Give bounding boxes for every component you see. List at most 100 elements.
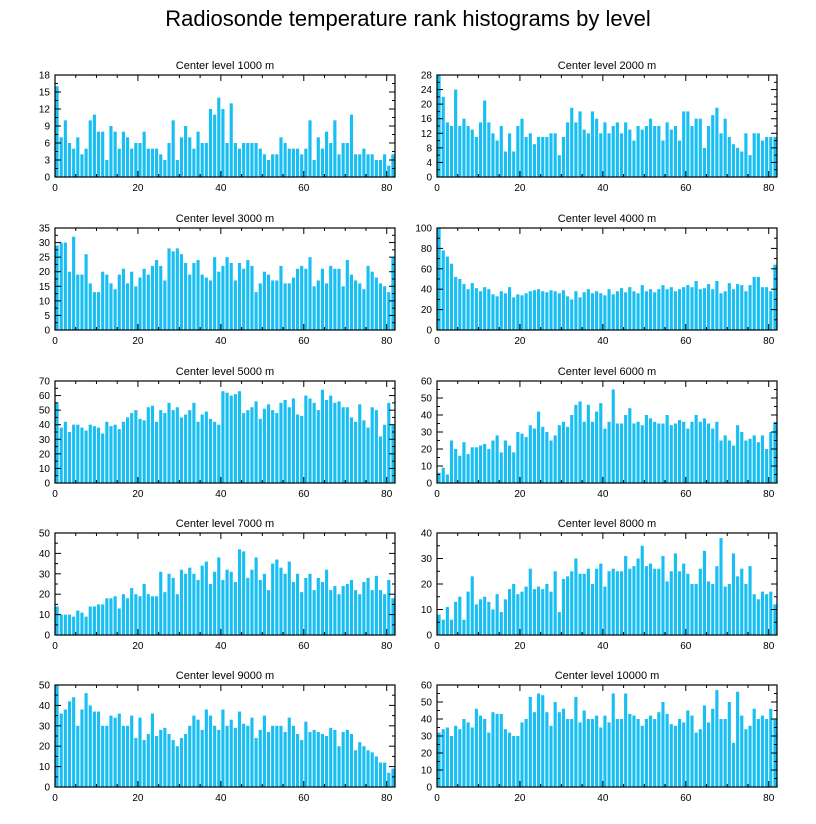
histogram-bar — [744, 440, 748, 483]
histogram-bar — [462, 118, 466, 177]
histogram-bar — [76, 610, 80, 635]
histogram-bar — [557, 155, 561, 177]
histogram-bar — [72, 148, 76, 177]
x-tick-label: 0 — [434, 793, 440, 804]
histogram-bar — [644, 719, 648, 787]
histogram-bar — [72, 616, 76, 635]
histogram-bar — [196, 719, 200, 787]
histogram-bar — [362, 148, 366, 177]
histogram-bar — [491, 294, 495, 330]
histogram-bar — [333, 268, 337, 330]
histogram-bar — [271, 280, 275, 330]
histogram-bar — [63, 709, 67, 787]
histogram-bar — [88, 120, 92, 177]
histogram-bar — [677, 140, 682, 177]
histogram-bar — [694, 415, 698, 483]
histogram-bar — [92, 711, 96, 787]
histogram-bar — [698, 568, 702, 635]
histogram-bar — [242, 413, 246, 483]
histogram-bar — [590, 719, 595, 787]
histogram-bar — [113, 131, 117, 177]
x-tick-label: 40 — [215, 641, 227, 652]
histogram-bar — [387, 402, 391, 483]
x-tick-label: 20 — [514, 183, 526, 194]
histogram-bar — [719, 293, 723, 330]
histogram-bar — [470, 283, 474, 330]
histogram-bar — [142, 131, 146, 177]
histogram-bar — [648, 715, 653, 787]
histogram-bar — [358, 742, 362, 787]
histogram-bar — [582, 710, 586, 787]
histogram-bar — [553, 435, 557, 483]
histogram-bar — [221, 391, 225, 483]
y-tick-label: 20 — [39, 590, 51, 601]
histogram-bar — [657, 423, 661, 483]
histogram-bar — [628, 568, 632, 635]
x-tick-label: 60 — [298, 793, 310, 804]
histogram-bar — [495, 296, 499, 330]
histogram-bar — [561, 708, 566, 787]
histogram-bar — [101, 433, 105, 483]
histogram-bar — [229, 103, 233, 177]
histogram-bar — [92, 606, 96, 635]
histogram-bar — [553, 702, 557, 787]
histogram-bar — [711, 708, 715, 787]
histogram-bar — [707, 284, 711, 330]
panel-6: Center level 6000 m 0 20 40 60 80 0 10 20 30 40 50 6… — [421, 366, 778, 500]
histogram-bar — [146, 733, 150, 787]
histogram-bar — [72, 697, 76, 787]
histogram-bar — [512, 151, 516, 177]
histogram-bar — [673, 553, 677, 635]
histogram-bar — [698, 118, 702, 177]
histogram-bar — [595, 291, 599, 330]
y-tick-label: 35 — [39, 224, 51, 235]
histogram-bar — [752, 276, 756, 330]
histogram-bar — [221, 709, 225, 787]
y-tick-label: 40 — [421, 411, 433, 422]
histogram-bar — [179, 254, 184, 330]
histogram-bar — [354, 421, 358, 483]
x-tick-label: 20 — [514, 641, 526, 652]
histogram-bar — [150, 148, 155, 177]
histogram-bar — [657, 126, 661, 177]
histogram-bar — [702, 705, 707, 787]
histogram-bar — [167, 402, 171, 483]
histogram-bar — [391, 154, 395, 177]
histogram-bar — [329, 265, 333, 330]
histogram-bar — [595, 411, 599, 483]
y-tick-label: 40 — [39, 420, 51, 431]
histogram-bar — [333, 120, 337, 177]
histogram-bar — [512, 736, 516, 787]
histogram-bar — [266, 590, 271, 635]
histogram-bar — [470, 576, 474, 635]
histogram-bar — [196, 579, 200, 635]
histogram-bar — [105, 160, 109, 177]
histogram-bar — [362, 289, 366, 330]
histogram-bar — [258, 729, 262, 787]
histogram-bar — [101, 604, 105, 635]
histogram-bar — [96, 131, 101, 177]
histogram-bar — [295, 268, 300, 330]
histogram-bar — [67, 271, 72, 330]
histogram-bar — [607, 421, 611, 483]
histogram-bar — [499, 713, 503, 787]
histogram-bar — [354, 280, 358, 330]
histogram-bar — [225, 143, 229, 177]
histogram-bar — [437, 472, 441, 483]
histogram-bar — [719, 133, 723, 177]
histogram-bar — [478, 445, 483, 483]
histogram-bar — [528, 291, 532, 330]
histogram-bar — [130, 271, 134, 330]
histogram-bar — [163, 160, 167, 177]
histogram-bar — [495, 435, 499, 483]
histogram-bar — [520, 118, 524, 177]
histogram-bar — [636, 126, 640, 177]
histogram-bar — [665, 289, 669, 330]
histogram-bar — [731, 144, 736, 177]
histogram-bar — [719, 538, 723, 635]
histogram-bar — [483, 596, 487, 635]
y-tick-label: 12 — [421, 129, 433, 140]
histogram-bar — [67, 614, 72, 635]
panel-title: Center level 9000 m — [176, 670, 274, 682]
histogram-bar — [669, 425, 673, 483]
